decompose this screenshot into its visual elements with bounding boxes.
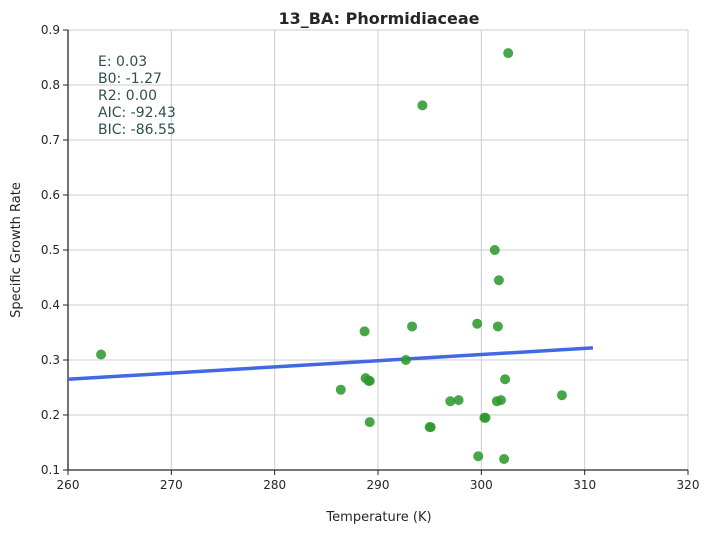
x-tick-label: 270 <box>160 478 183 492</box>
scatter-point <box>492 321 503 332</box>
y-tick-label: 0.2 <box>41 408 60 422</box>
x-tick-label: 280 <box>263 478 286 492</box>
x-axis-title: Temperature (K) <box>325 510 431 525</box>
y-tick-label: 0.1 <box>41 463 60 477</box>
scatter-point <box>453 395 464 406</box>
tick-labels: 260 270 280 290 300 310 320 0.1 0.2 0.3 0.4 0.5 0.6 0… <box>41 23 700 492</box>
fit-line-group <box>67 346 594 381</box>
x-tick-label: 320 <box>677 478 700 492</box>
y-tick-label: 0.6 <box>41 188 60 202</box>
scatter-point <box>364 417 375 428</box>
scatter-point <box>556 390 567 401</box>
y-tick-label: 0.5 <box>41 243 60 257</box>
scatter-point <box>500 374 511 385</box>
x-tick-label: 260 <box>57 478 80 492</box>
scatter-point <box>425 422 436 433</box>
x-tick-label: 290 <box>367 478 390 492</box>
x-tick-label: 300 <box>470 478 493 492</box>
y-tick-label: 0.3 <box>41 353 60 367</box>
scatter-point <box>359 326 370 337</box>
scatter-point <box>335 384 346 395</box>
stat-line: R2: 0.00 <box>98 88 157 104</box>
stat-line: BIC: -86.55 <box>98 122 176 138</box>
y-tick-label: 0.4 <box>41 298 60 312</box>
axes <box>63 29 689 475</box>
scatter-point <box>445 396 456 407</box>
y-axis-title: Specific Growth Rate <box>9 182 24 318</box>
scatter-point <box>493 275 504 286</box>
scatter-point <box>495 395 506 406</box>
scatter-point <box>480 412 491 423</box>
scatter-point <box>472 318 483 329</box>
y-tick-label: 0.8 <box>41 78 60 92</box>
stat-line: B0: -1.27 <box>98 71 162 87</box>
scatter-point <box>96 349 107 360</box>
fit-line <box>67 346 594 381</box>
scatter-point <box>473 451 484 462</box>
scatter-point <box>364 375 375 386</box>
y-tick-label: 0.7 <box>41 133 60 147</box>
scatter-point <box>503 48 514 59</box>
data-points <box>96 48 567 464</box>
stat-line: AIC: -92.43 <box>98 105 176 121</box>
chart-title: 13_BA: Phormidiaceae <box>279 9 480 28</box>
scatter-point <box>417 100 428 111</box>
stat-line: E: 0.03 <box>98 54 147 70</box>
x-tick-label: 310 <box>573 478 596 492</box>
scatter-point <box>489 245 500 255</box>
scatter-point <box>400 355 411 365</box>
scatter-point <box>499 454 510 464</box>
scatter-point <box>407 321 418 332</box>
y-tick-label: 0.9 <box>41 23 60 37</box>
